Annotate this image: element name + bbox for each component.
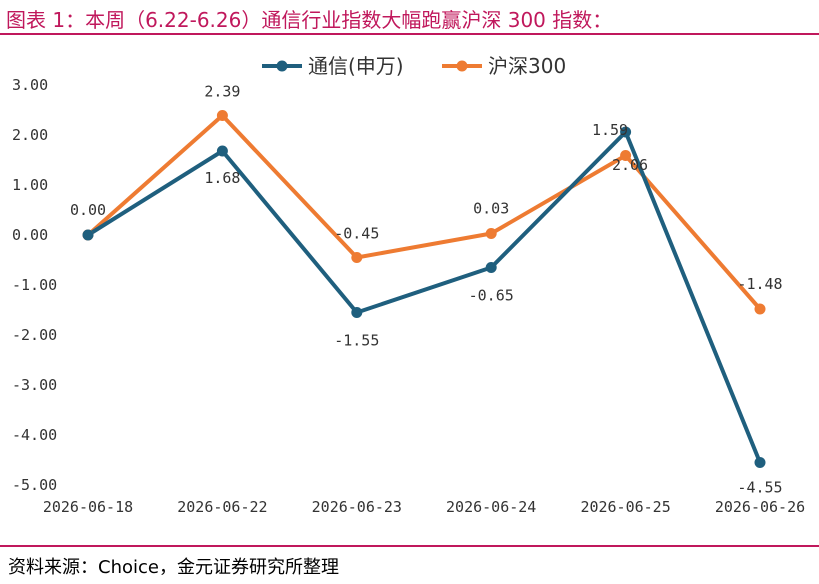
y-tick-label: -5.00 — [12, 476, 57, 494]
x-tick-label: 2026-06-23 — [312, 498, 402, 516]
y-tick-label: 0.00 — [12, 226, 48, 244]
chart-svg: 3.00 2.00 1.00 0.00 -1.00 -2.00 -3.00 -4.00 -5.0… — [12, 54, 805, 516]
series-point-hs300 — [216, 110, 228, 121]
legend-swatch-marker — [276, 60, 288, 72]
line-chart: 3.00 2.00 1.00 0.00 -1.00 -2.00 -3.00 -4.00 -5.0… — [0, 36, 819, 544]
series-point-tongxin — [216, 145, 228, 157]
series-line-hs300 — [86, 113, 762, 311]
figure-title: 图表 1：本周（6.22-6.26）通信行业指数大幅跑赢沪深 300 指数： — [6, 8, 613, 32]
data-label: -4.55 — [737, 479, 782, 497]
data-label: 2.39 — [204, 83, 240, 101]
y-tick-label: 2.00 — [12, 126, 48, 144]
source-note: 资料来源：Choice，金元证券研究所整理 — [8, 557, 339, 578]
data-label: -0.65 — [469, 287, 514, 305]
series-point-tongxin — [82, 229, 94, 241]
y-tick-label: -4.00 — [12, 426, 57, 444]
x-tick-label: 2026-06-24 — [446, 498, 536, 516]
data-label: 1.59 — [592, 121, 628, 139]
legend-swatch-marker — [456, 60, 468, 72]
y-tick-label: -3.00 — [12, 376, 57, 394]
x-tick-label: 2026-06-22 — [177, 498, 267, 516]
series-point-tongxin — [485, 262, 497, 273]
series-point-hs300 — [754, 303, 766, 315]
y-tick-label: -1.00 — [12, 276, 57, 294]
series-point-hs300 — [485, 228, 497, 239]
legend-item: 沪深300 — [442, 54, 566, 78]
data-label: -1.55 — [334, 332, 379, 350]
data-label: 1.68 — [204, 169, 240, 187]
y-tick-label: -2.00 — [12, 326, 57, 344]
title-divider — [0, 33, 819, 35]
series-point-tongxin — [620, 126, 632, 138]
data-label: -0.45 — [334, 225, 379, 243]
figure-header: 图表 1：本周（6.22-6.26）通信行业指数大幅跑赢沪深 300 指数： — [0, 0, 819, 36]
data-label: 2.06 — [612, 156, 648, 174]
footer-divider — [0, 545, 819, 547]
x-tick-label: 2026-06-25 — [580, 498, 670, 516]
y-tick-label: 1.00 — [12, 176, 48, 194]
data-label: 0.00 — [70, 201, 106, 219]
series-point-hs300 — [620, 150, 632, 161]
series-point-hs300 — [351, 252, 363, 263]
x-tick-label: 2026-06-26 — [715, 498, 805, 516]
legend-label: 通信(申万) — [308, 54, 404, 78]
series-point-tongxin — [754, 457, 766, 468]
x-tick-label: 2026-06-18 — [43, 498, 133, 516]
data-label: -1.48 — [737, 275, 782, 293]
legend-label: 沪深300 — [488, 54, 566, 78]
y-tick-label: 3.00 — [12, 76, 48, 94]
series-point-tongxin — [351, 307, 363, 318]
data-label: 0.03 — [473, 200, 509, 218]
legend-item: 通信(申万) — [262, 54, 404, 78]
series-line-tongxin — [86, 130, 762, 465]
